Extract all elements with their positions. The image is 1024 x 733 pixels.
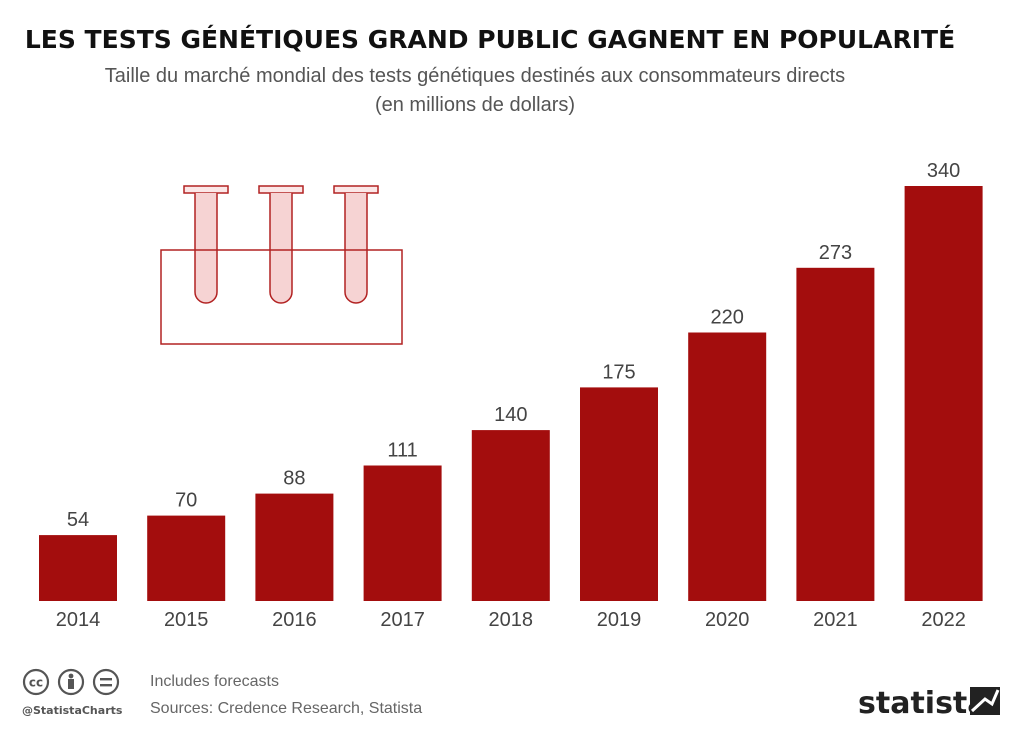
svg-text:cc: cc [29, 676, 43, 690]
chart-title: LES TESTS GÉNÉTIQUES GRAND PUBLIC GAGNEN… [25, 25, 955, 54]
bar-2018 [471, 430, 550, 601]
x-tick-2014: 2014 [56, 609, 101, 631]
statista-logo-icon [970, 687, 1000, 715]
bar-2017 [363, 465, 442, 601]
value-label-2014: 54 [67, 509, 89, 531]
value-labels-layer: 54 70 88 111 140 175 220 273 340 [67, 160, 960, 531]
value-label-2018: 140 [494, 404, 527, 426]
statista-logo: statista [858, 686, 1000, 721]
sources-text: Sources: Credence Research, Statista [150, 700, 422, 717]
bars-layer [39, 186, 983, 601]
bar-2021 [796, 267, 875, 601]
bar-2022 [904, 186, 983, 601]
bar-2015 [147, 515, 226, 601]
statista-wordmark: statista [858, 686, 988, 721]
value-label-2022: 340 [927, 160, 960, 182]
value-label-2016: 88 [283, 468, 305, 490]
x-tick-2016: 2016 [272, 609, 317, 631]
test-tube-1 [183, 185, 229, 304]
cc-icon: cc [22, 668, 50, 696]
x-tick-2019: 2019 [597, 609, 642, 631]
bar-2020 [688, 332, 767, 601]
x-tick-2021: 2021 [813, 609, 858, 631]
bar-2019 [580, 387, 658, 601]
x-tick-labels: 2014 2015 2016 2017 2018 2019 2020 2021 2022 [56, 609, 966, 631]
bar-2014 [39, 535, 117, 601]
attribution-icon [57, 668, 85, 696]
chart-subtitle-line2: (en millions de dollars) [375, 94, 575, 116]
value-label-2015: 70 [175, 490, 197, 512]
x-tick-2017: 2017 [380, 609, 425, 631]
test-tubes-icon [160, 185, 403, 345]
x-tick-2015: 2015 [164, 609, 209, 631]
test-tube-3 [333, 185, 379, 304]
license-icons: cc [22, 668, 120, 696]
x-tick-2020: 2020 [705, 609, 750, 631]
forecast-note: Includes forecasts [150, 673, 279, 690]
test-tube-2 [258, 185, 304, 304]
no-derivatives-icon [92, 668, 120, 696]
chart-subtitle-line1: Taille du marché mondial des tests génét… [105, 65, 845, 87]
x-tick-2022: 2022 [921, 609, 966, 631]
value-label-2020: 220 [711, 307, 744, 329]
value-label-2019: 175 [602, 361, 635, 383]
twitter-handle: @StatistaCharts [22, 704, 123, 717]
value-label-2021: 273 [819, 242, 852, 264]
value-label-2017: 111 [387, 440, 417, 462]
x-tick-2018: 2018 [489, 609, 534, 631]
tube-rack [160, 249, 403, 345]
bar-2016 [255, 493, 334, 601]
